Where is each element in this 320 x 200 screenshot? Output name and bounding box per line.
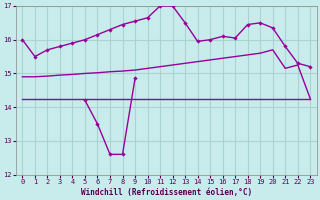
X-axis label: Windchill (Refroidissement éolien,°C): Windchill (Refroidissement éolien,°C) <box>81 188 252 197</box>
